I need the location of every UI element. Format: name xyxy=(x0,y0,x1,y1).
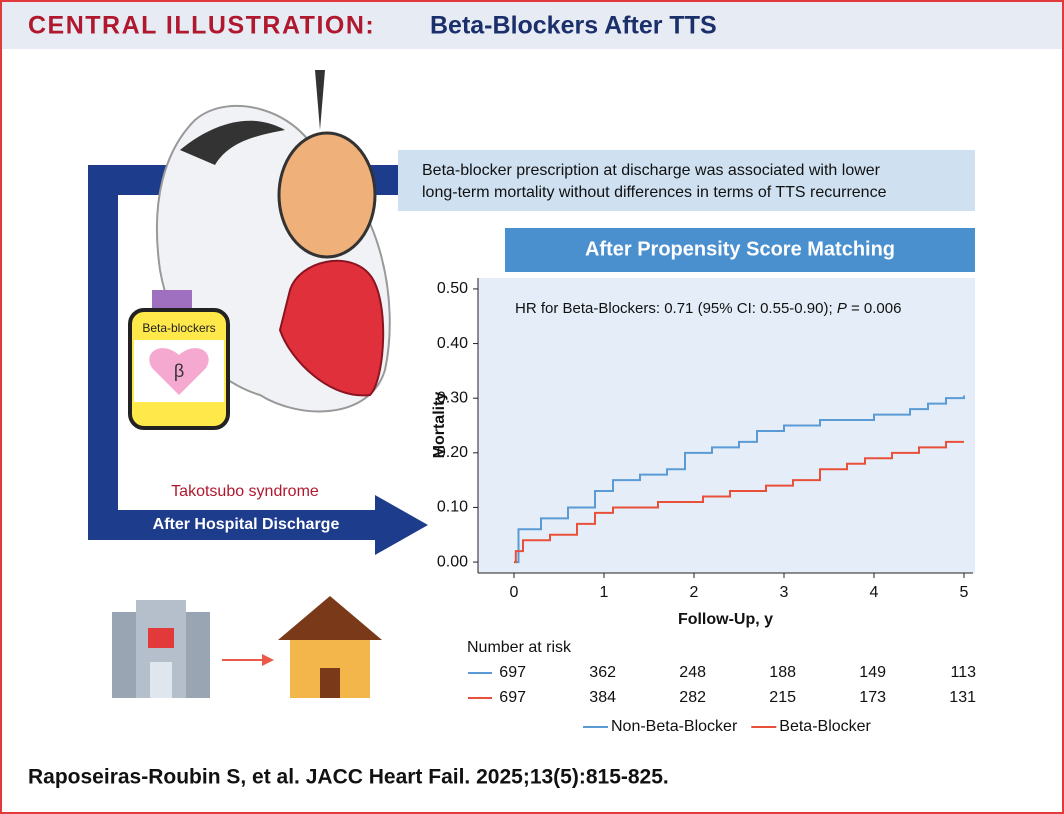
risk-count: 248 xyxy=(679,664,706,681)
risk-count: 113 xyxy=(950,664,976,681)
panel-header xyxy=(505,228,975,272)
x-tick-label: 5 xyxy=(960,584,969,601)
km-curve xyxy=(514,440,964,564)
risk-count: 188 xyxy=(769,664,796,681)
balloon xyxy=(277,131,377,259)
annotation: HR for Beta-Blockers: 0.71 (95% CI: 0.55… xyxy=(515,300,901,317)
callout-text: long-term mortality without differences … xyxy=(422,184,887,201)
x-tick-label: 2 xyxy=(690,584,699,601)
x-tick-label: 3 xyxy=(780,584,789,601)
roof xyxy=(278,596,382,640)
km-curve xyxy=(514,395,965,564)
heart-ventricle xyxy=(278,259,385,397)
bottle-label: Beta-blockers xyxy=(142,321,215,335)
header-label: CENTRAL ILLUSTRATION: xyxy=(28,12,375,40)
callout-text: Beta-blocker prescription at discharge w… xyxy=(422,162,881,179)
y-tick-label: 0.40 xyxy=(437,335,468,352)
risk-count: 697 xyxy=(499,689,526,706)
risk-count: 697 xyxy=(499,664,526,681)
risk-count: 173 xyxy=(859,689,886,706)
legend-label: Non-Beta-Blocker xyxy=(611,718,738,735)
arrow-label: After Hospital Discharge xyxy=(153,516,340,533)
vessel xyxy=(180,120,285,165)
x-tick-label: 4 xyxy=(870,584,879,601)
annotation-p: P xyxy=(837,300,847,317)
risk-count: 282 xyxy=(679,689,706,706)
header-title: Beta-Blockers After TTS xyxy=(430,12,717,40)
y-tick-label: 0.00 xyxy=(437,553,468,570)
hospital-sign xyxy=(148,628,174,648)
risk-count: 149 xyxy=(859,664,886,681)
y-tick-label: 0.50 xyxy=(437,280,468,297)
y-tick-label: 0.20 xyxy=(437,444,468,461)
risk-count: 362 xyxy=(589,664,616,681)
beta-symbol: β xyxy=(174,361,184,381)
plot-area xyxy=(478,278,975,573)
risk-count: 384 xyxy=(589,689,616,706)
callout-box xyxy=(398,150,975,211)
house-door xyxy=(320,668,340,698)
y-tick-label: 0.30 xyxy=(437,389,468,406)
syndrome-label: Takotsubo syndrome xyxy=(171,483,319,500)
citation: Raposeiras-Roubin S, et al. JACC Heart F… xyxy=(28,766,669,789)
risk-count: 215 xyxy=(769,689,796,706)
x-axis-title: Follow-Up, y xyxy=(678,611,773,628)
hospital-door xyxy=(150,662,172,698)
chart-title: After Propensity Score Matching xyxy=(585,238,895,260)
x-tick-label: 0 xyxy=(510,584,519,601)
string xyxy=(315,70,325,130)
legend-label: Beta-Blocker xyxy=(779,718,871,735)
y-axis-title: Mortality xyxy=(431,392,448,459)
annotation-rest: = 0.006 xyxy=(847,300,902,317)
x-tick-label: 1 xyxy=(600,584,609,601)
arrow xyxy=(88,165,428,555)
y-tick-label: 0.10 xyxy=(437,499,468,516)
move-arrow-head xyxy=(262,654,274,666)
bottle-cap xyxy=(152,290,192,310)
bottle-heart xyxy=(149,348,209,395)
annotation-text: HR for Beta-Blockers: 0.71 (95% CI: 0.55… xyxy=(515,300,837,317)
risk-count: 131 xyxy=(949,689,976,706)
header-band xyxy=(2,2,1062,49)
risk-title: Number at risk xyxy=(467,639,572,656)
